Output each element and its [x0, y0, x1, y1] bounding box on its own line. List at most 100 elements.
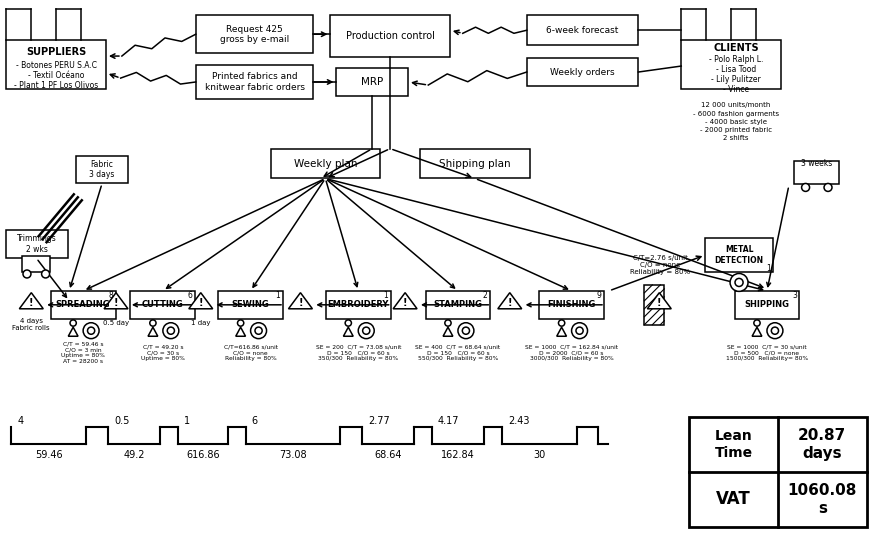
Text: !: ! — [29, 299, 33, 308]
Text: - Botones PERU S.A.C: - Botones PERU S.A.C — [16, 61, 96, 70]
Text: - Lily Pulitzer: - Lily Pulitzer — [710, 75, 760, 84]
Text: !: ! — [403, 299, 407, 308]
Text: 1 day: 1 day — [191, 320, 210, 326]
Polygon shape — [393, 293, 417, 309]
Polygon shape — [752, 327, 761, 336]
Text: - 6000 fashion garments: - 6000 fashion garments — [692, 111, 778, 117]
Bar — [336, 68, 408, 96]
Text: SE = 1000  C/T = 30 s/unit
D = 500   C/O = none
1500/300  Reliability= 80%: SE = 1000 C/T = 30 s/unit D = 500 C/O = … — [725, 345, 807, 361]
Circle shape — [462, 327, 469, 334]
Text: C/T = 59.46 s
C/O = 3 min
Uptime = 80%
AT = 28200 s: C/T = 59.46 s C/O = 3 min Uptime = 80% A… — [61, 341, 105, 364]
Polygon shape — [104, 293, 128, 309]
Text: - 4000 basic style: - 4000 basic style — [704, 119, 766, 125]
Text: 6: 6 — [188, 292, 193, 300]
Text: 4 days
Fabric rolls: 4 days Fabric rolls — [12, 318, 50, 331]
Text: Lean
Time: Lean Time — [714, 429, 752, 460]
Circle shape — [571, 323, 587, 339]
Text: Fabric
3 days: Fabric 3 days — [89, 160, 115, 179]
Bar — [681, 39, 780, 89]
Text: 8: 8 — [108, 292, 113, 300]
Circle shape — [458, 323, 474, 339]
Text: 1: 1 — [383, 292, 388, 300]
Bar — [704, 238, 772, 273]
Text: SE = 200  C/T = 73.08 s/unit
D = 150   C/O = 60 s
350/300  Reliability = 80%: SE = 200 C/T = 73.08 s/unit D = 150 C/O … — [315, 345, 401, 361]
Text: 1: 1 — [275, 292, 280, 300]
Polygon shape — [148, 327, 158, 336]
Text: 6-week forecast: 6-week forecast — [545, 26, 618, 35]
Text: 2 shifts: 2 shifts — [723, 134, 748, 141]
Text: MRP: MRP — [360, 77, 383, 87]
Text: !: ! — [114, 299, 118, 308]
Polygon shape — [236, 327, 246, 336]
Text: 616.86: 616.86 — [186, 450, 219, 460]
Text: 2: 2 — [482, 292, 487, 300]
Bar — [644, 285, 664, 325]
Polygon shape — [19, 293, 43, 309]
Text: Request 425
gross by e-mail: Request 425 gross by e-mail — [220, 24, 289, 44]
Text: - 2000 printed fabric: - 2000 printed fabric — [699, 127, 771, 133]
Text: 68.64: 68.64 — [374, 450, 402, 460]
Text: 0.5 day: 0.5 day — [103, 320, 129, 326]
Polygon shape — [556, 327, 566, 336]
Text: SUPPLIERS: SUPPLIERS — [26, 46, 86, 57]
Text: Weekly plan: Weekly plan — [293, 159, 357, 168]
Text: Trimmings
2 wks: Trimmings 2 wks — [18, 234, 57, 254]
Bar — [330, 15, 449, 57]
Text: CUTTING: CUTTING — [142, 300, 183, 309]
Polygon shape — [189, 293, 212, 309]
Text: STAMPING: STAMPING — [433, 300, 481, 309]
Circle shape — [254, 327, 262, 334]
Circle shape — [163, 323, 179, 339]
Circle shape — [766, 323, 782, 339]
Bar — [131, 291, 195, 319]
Text: EMBROIDERY: EMBROIDERY — [327, 300, 389, 309]
Bar — [196, 65, 313, 99]
Bar — [76, 156, 128, 184]
Text: - Vince: - Vince — [722, 85, 748, 94]
Circle shape — [88, 327, 95, 334]
Circle shape — [83, 323, 99, 339]
Text: - Polo Ralph L.: - Polo Ralph L. — [708, 55, 762, 64]
Circle shape — [445, 320, 451, 326]
Bar — [526, 15, 638, 45]
Text: 30: 30 — [532, 450, 545, 460]
Text: 162.84: 162.84 — [440, 450, 474, 460]
Circle shape — [250, 323, 267, 339]
Text: SE = 400  C/T = 68.64 s/unit
D = 150   C/O = 60 s
550/300  Reliability = 80%: SE = 400 C/T = 68.64 s/unit D = 150 C/O … — [415, 345, 500, 361]
Text: Shipping plan: Shipping plan — [438, 159, 510, 168]
Text: 4: 4 — [18, 416, 24, 426]
Circle shape — [730, 273, 747, 292]
Polygon shape — [443, 327, 453, 336]
Text: - Plant 1 PF Los Olivos: - Plant 1 PF Los Olivos — [14, 81, 98, 90]
Text: 20.87
days: 20.87 days — [797, 428, 845, 461]
Polygon shape — [343, 327, 353, 336]
Text: 2.43: 2.43 — [507, 416, 529, 426]
Text: 9: 9 — [595, 292, 601, 300]
Text: 2.77: 2.77 — [367, 416, 389, 426]
Circle shape — [150, 320, 156, 326]
Text: 73.08: 73.08 — [279, 450, 306, 460]
Bar — [526, 58, 638, 86]
Text: METAL
DETECTION: METAL DETECTION — [714, 245, 763, 265]
Polygon shape — [497, 293, 521, 309]
Text: 12 000 units/month: 12 000 units/month — [701, 102, 770, 108]
Polygon shape — [68, 327, 78, 336]
Circle shape — [824, 184, 831, 191]
Text: SEWING: SEWING — [232, 300, 269, 309]
Bar — [734, 291, 798, 319]
Bar — [6, 230, 68, 258]
Bar — [325, 291, 390, 319]
Text: !: ! — [198, 299, 203, 308]
Circle shape — [771, 327, 778, 334]
Polygon shape — [289, 293, 312, 309]
Text: C/T = 49.20 s
C/O = 30 s
Uptime = 80%: C/T = 49.20 s C/O = 30 s Uptime = 80% — [141, 345, 184, 361]
Circle shape — [558, 320, 564, 326]
Text: FINISHING: FINISHING — [546, 300, 595, 309]
Text: - Lisa Tood: - Lisa Tood — [715, 65, 755, 74]
Text: SHIPPING: SHIPPING — [744, 300, 788, 309]
Text: C/T=2.76 s/unit
C/O = none
Reliability = 80%: C/T=2.76 s/unit C/O = none Reliability =… — [630, 255, 689, 275]
Circle shape — [801, 184, 809, 191]
Text: C/T=616.86 s/unit
C/O = none
Reliability = 80%: C/T=616.86 s/unit C/O = none Reliability… — [224, 345, 277, 361]
Text: 59.46: 59.46 — [35, 450, 62, 460]
Bar — [419, 148, 529, 179]
